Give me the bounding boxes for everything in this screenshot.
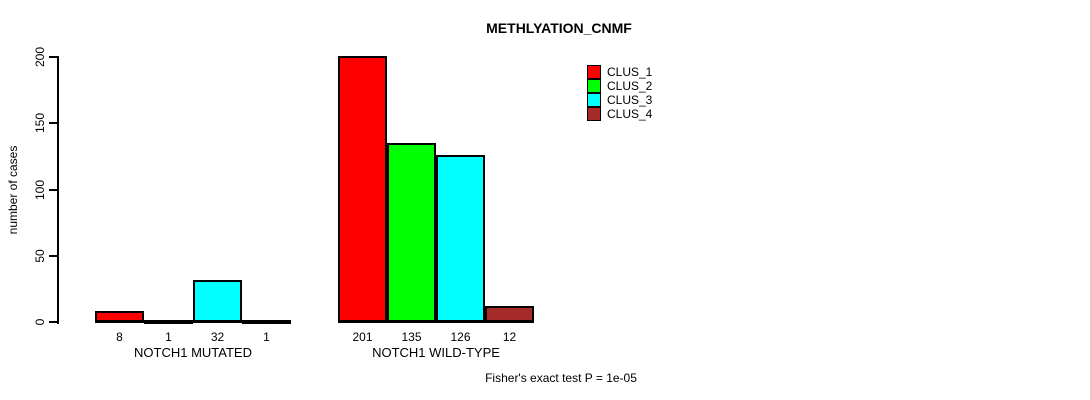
bar-clus_3-group2 bbox=[436, 155, 485, 322]
y-tick-label: 50 bbox=[33, 249, 47, 263]
x-baseline bbox=[95, 321, 291, 323]
bar-clus_2-group1 bbox=[144, 320, 193, 324]
bar-clus_2-group2 bbox=[387, 143, 436, 322]
legend-item: CLUS_4 bbox=[587, 107, 652, 121]
bar-value-label: 1 bbox=[165, 330, 172, 344]
bar-value-label: 126 bbox=[450, 330, 471, 344]
chart-title: METHLYATION_CNMF bbox=[486, 20, 632, 36]
legend: CLUS_1 CLUS_2 CLUS_3 CLUS_4 bbox=[587, 65, 652, 121]
legend-swatch-clus_2 bbox=[587, 79, 601, 93]
bar-clus_4-group2 bbox=[485, 306, 534, 322]
y-axis-label: number of cases bbox=[6, 145, 20, 235]
y-tick bbox=[49, 254, 57, 257]
group-label-1: NOTCH1 MUTATED bbox=[134, 345, 252, 360]
bar-value-label: 135 bbox=[401, 330, 422, 344]
y-tick-label: 200 bbox=[33, 46, 47, 68]
legend-item: CLUS_2 bbox=[587, 79, 652, 93]
y-tick bbox=[49, 321, 57, 323]
legend-swatch-clus_1 bbox=[587, 65, 601, 79]
annotation-text: Fisher's exact test P = 1e-05 bbox=[485, 371, 637, 385]
y-tick bbox=[49, 56, 57, 58]
y-tick-label: 100 bbox=[33, 179, 47, 200]
bar-value-label: 8 bbox=[116, 330, 123, 344]
legend-label: CLUS_4 bbox=[607, 107, 653, 121]
legend-item: CLUS_1 bbox=[587, 65, 652, 79]
bar-clus_1-group2 bbox=[338, 55, 387, 322]
legend-item: CLUS_3 bbox=[587, 93, 652, 107]
bar-value-label: 1 bbox=[263, 330, 270, 344]
y-axis-line bbox=[57, 56, 59, 324]
bar-value-label: 12 bbox=[502, 330, 517, 344]
y-tick-label: 0 bbox=[33, 318, 47, 326]
legend-label: CLUS_2 bbox=[607, 79, 653, 93]
y-tick-label: 150 bbox=[33, 113, 47, 134]
bar-clus_3-group1 bbox=[193, 279, 242, 322]
legend-swatch-clus_3 bbox=[587, 93, 601, 107]
bar-clus_4-group1 bbox=[242, 320, 291, 324]
bar-value-label: 201 bbox=[352, 330, 373, 344]
group-label-2: NOTCH1 WILD-TYPE bbox=[372, 345, 500, 360]
legend-label: CLUS_3 bbox=[607, 93, 653, 107]
bar-clus_1-group1 bbox=[95, 311, 144, 322]
y-tick bbox=[49, 188, 57, 191]
legend-label: CLUS_1 bbox=[607, 65, 653, 79]
x-baseline bbox=[338, 321, 534, 323]
legend-swatch-clus_4 bbox=[587, 107, 601, 121]
bar-value-label: 32 bbox=[210, 330, 225, 344]
y-tick bbox=[49, 122, 57, 125]
